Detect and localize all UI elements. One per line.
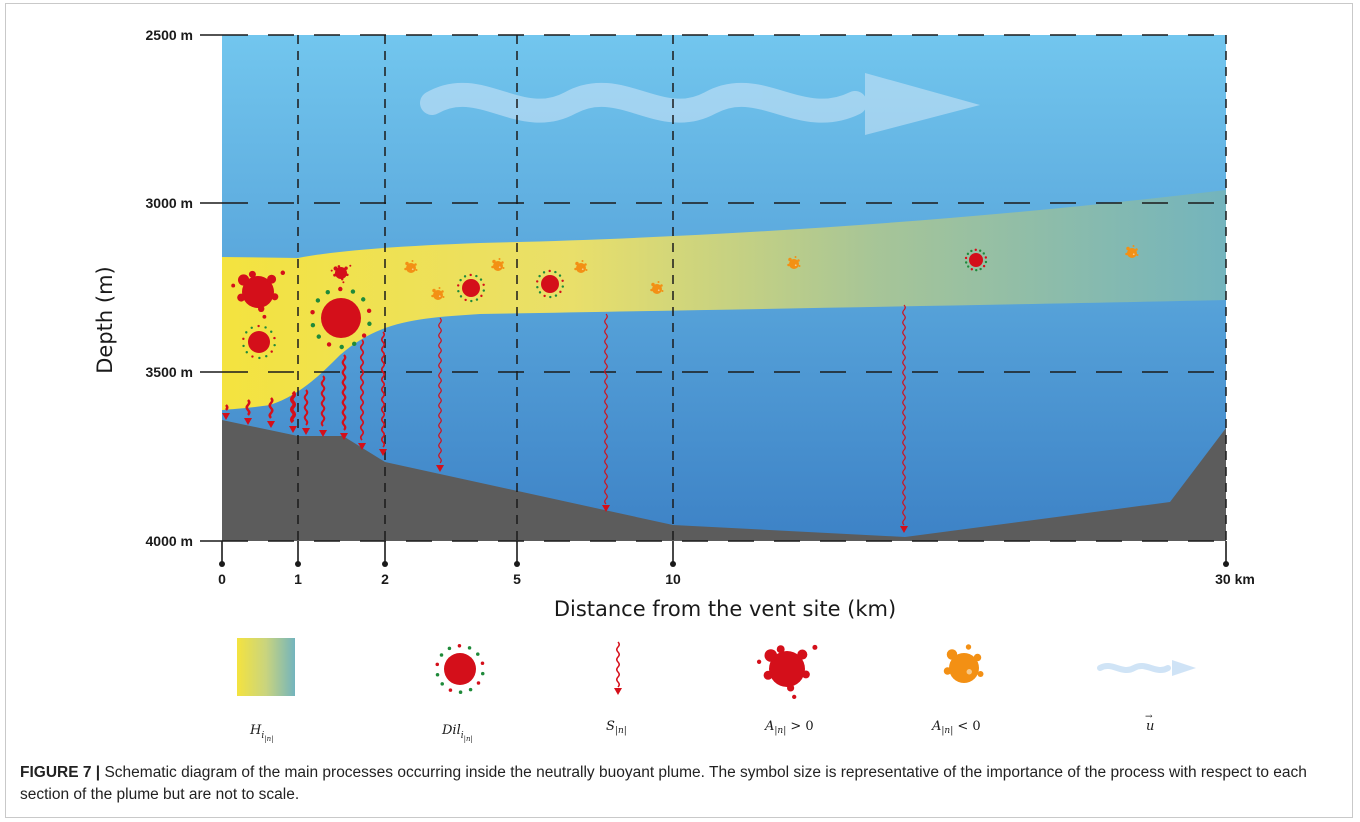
y-axis-title: Depth (m) [93, 266, 117, 373]
dilution-particle [457, 273, 485, 303]
y-tick-label: 4000 m [146, 533, 193, 549]
x-tick-label: 30 km [1215, 571, 1255, 587]
settling-arrow [900, 304, 908, 533]
y-axis-ticks [200, 34, 222, 542]
plume-diagram: 2500 m 3000 m 3500 m 4000 m Depth (m) 0 … [93, 27, 1255, 743]
aggregate-red-particle [231, 270, 286, 319]
legend-label-positive-aggregation: A|n| > 0 [764, 719, 814, 736]
dilution-legend-particle [435, 644, 485, 694]
dilution-particle [242, 324, 276, 360]
legend-label-plume: Hi|n| [249, 723, 273, 743]
dilution-particle [536, 269, 564, 299]
y-tick-label: 3500 m [146, 364, 193, 380]
legend-label-dilution: Dili|n| [441, 723, 473, 743]
depth-grid-lines [222, 34, 1226, 542]
settling-arrow [267, 397, 275, 428]
legend-negative-aggregation-symbol [943, 644, 984, 683]
aggregate-orange-particle [491, 258, 505, 271]
y-tick-label: 2500 m [146, 27, 193, 43]
y-tick-label: 3000 m [146, 195, 193, 211]
x-axis-tick-dots [219, 561, 1229, 567]
settling-arrow [602, 313, 610, 512]
settling-arrow [222, 404, 230, 420]
legend-current-vector-arrow: → [1145, 712, 1153, 722]
legend-label-negative-aggregation: A|n| < 0 [931, 719, 981, 736]
figure-caption: FIGURE 7 | Schematic diagram of the main… [20, 762, 1340, 806]
negative-aggregation-legend-particle [943, 644, 984, 683]
x-axis-title: Distance from the vent site (km) [554, 597, 896, 621]
settling-arrow [319, 375, 327, 437]
settling-arrow [436, 317, 444, 472]
x-tick-label: 2 [381, 571, 389, 587]
settling-arrows [222, 304, 908, 533]
figure-frame [5, 3, 1353, 818]
aggregate-orange-particle [787, 256, 801, 269]
legend-dilution-symbol [435, 644, 485, 694]
settling-arrow [244, 399, 252, 425]
seafloor [222, 420, 1226, 541]
x-tick-label: 1 [294, 571, 302, 587]
settling-arrow [379, 331, 387, 456]
current-arrow [420, 73, 980, 135]
settling-legend-arrow [614, 641, 622, 695]
figure-caption-text: Schematic diagram of the main processes … [20, 764, 1307, 803]
dilution-particle [310, 286, 372, 350]
particles [231, 245, 1139, 360]
figure-caption-label: FIGURE 7 | [20, 764, 101, 781]
legend: Hi|n| Dili|n| S|n| A|n| > 0 A|n| < 0 u → [237, 638, 1196, 743]
legend-label-settling: S|n| [606, 719, 627, 736]
legend-positive-aggregation-symbol [756, 644, 818, 700]
x-tick-label: 0 [218, 571, 226, 587]
settling-arrow [358, 339, 366, 450]
x-tick-label: 5 [513, 571, 521, 587]
legend-plume-gradient-swatch [237, 638, 295, 696]
settling-arrow [302, 389, 310, 435]
legend-label-current: u [1146, 719, 1154, 734]
settling-arrow [289, 390, 297, 433]
aggregate-orange-particle [574, 260, 588, 273]
distance-grid-lines [297, 35, 1227, 541]
positive-aggregation-legend-particle [756, 644, 818, 700]
x-axis-ticks [221, 541, 1227, 562]
aggregate-orange-particle [431, 287, 445, 300]
dilution-particle [964, 248, 988, 272]
aggregate-orange-particle [1125, 245, 1139, 258]
plume-body [222, 190, 1226, 410]
legend-settling-symbol [614, 641, 622, 695]
settling-arrow [340, 354, 348, 440]
aggregate-red-particle [330, 264, 352, 284]
aggregate-orange-particle [650, 281, 664, 294]
x-tick-label: 10 [665, 571, 681, 587]
legend-current-symbol [1097, 660, 1196, 676]
aggregate-orange-particle [404, 260, 418, 273]
